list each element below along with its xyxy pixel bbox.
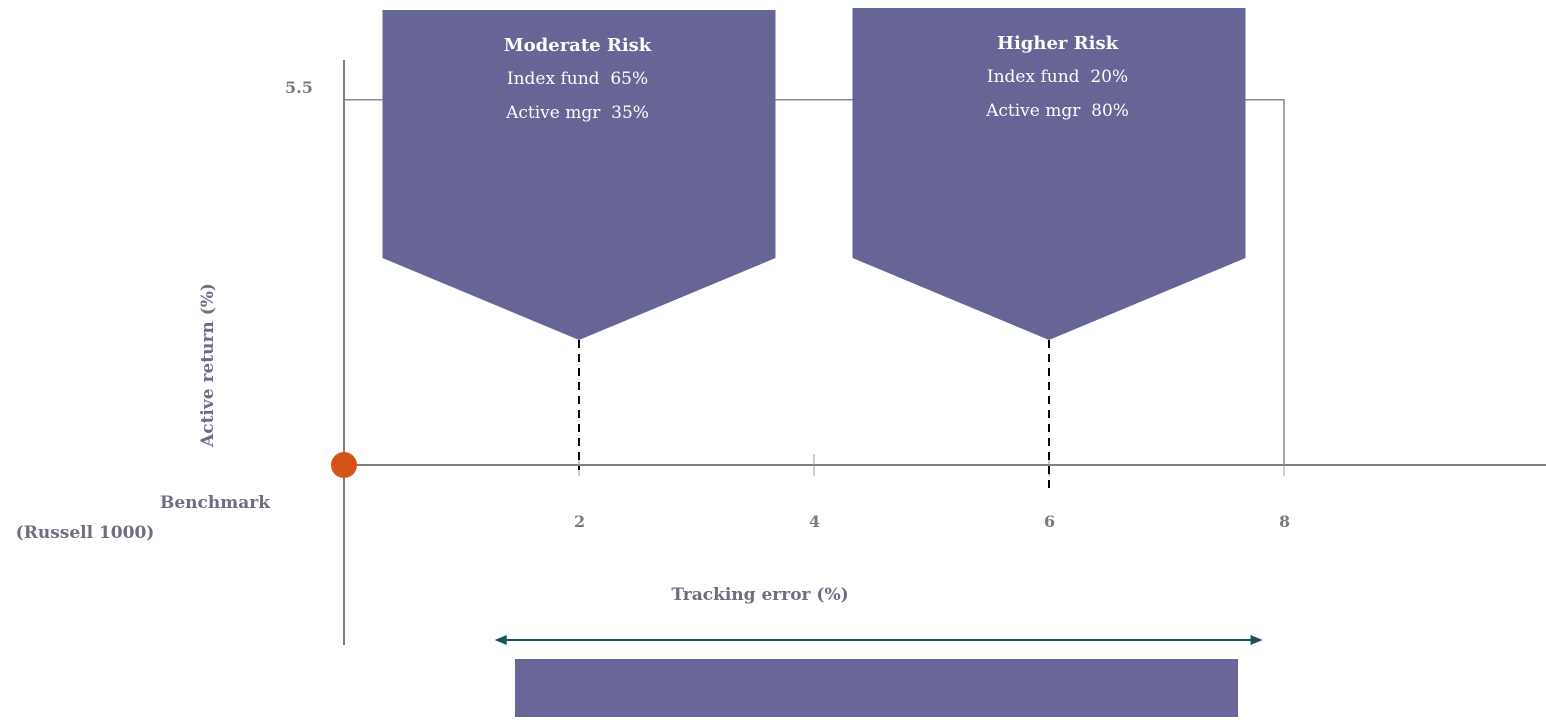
callout-higher-shape <box>852 8 1246 340</box>
x-tick-label: 6 <box>1044 512 1056 531</box>
benchmark-label-line2: (Russell 1000) <box>15 523 155 543</box>
x-tick-label: 2 <box>574 512 586 531</box>
x-tick-label: 8 <box>1279 512 1291 531</box>
x-axis-label: Tracking error (%) <box>671 585 849 605</box>
callout-higher-title: Higher Risk <box>996 33 1119 54</box>
benchmark-label-2: (Russell 1000) <box>0 518 170 548</box>
callout-higher-index: Index fund 20% <box>986 67 1129 87</box>
callout-moderate-active: Active mgr 35% <box>506 103 649 123</box>
callout-higher-active: Active mgr 80% <box>986 101 1129 121</box>
question-banner: How much active manager risk? <box>515 659 1238 717</box>
y-axis-label: Active return (%) <box>198 283 218 447</box>
callout-moderate-index: Index fund 65% <box>506 69 649 89</box>
callout-moderate-shape <box>382 10 776 340</box>
y-tick-label: 5.5 <box>285 78 313 97</box>
callout-moderate-title: Moderate Risk <box>503 35 652 56</box>
callout-moderate-text: Moderate Risk Index fund 65% Active mgr … <box>381 35 774 136</box>
benchmark-label: Benchmark <box>85 488 345 518</box>
callout-higher-text: Higher Risk Index fund 20% Active mgr 80… <box>861 33 1254 134</box>
benchmark-point <box>331 452 357 478</box>
benchmark-label-line1: Benchmark <box>160 493 270 513</box>
x-tick-label: 4 <box>809 512 821 531</box>
